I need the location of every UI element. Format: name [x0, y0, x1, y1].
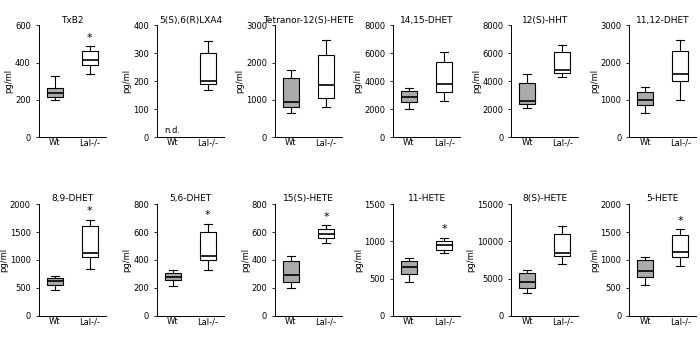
Text: n.d.: n.d.	[164, 126, 181, 135]
Title: 8,9-DHET: 8,9-DHET	[51, 194, 93, 203]
Y-axis label: pg/ml: pg/ml	[467, 248, 475, 272]
PathPatch shape	[47, 88, 63, 97]
PathPatch shape	[519, 83, 535, 103]
Y-axis label: pg/ml: pg/ml	[122, 248, 132, 272]
Title: Tetranor-12(S)-HETE: Tetranor-12(S)-HETE	[263, 16, 354, 25]
Text: *: *	[323, 212, 329, 222]
PathPatch shape	[200, 232, 216, 260]
PathPatch shape	[672, 235, 688, 257]
Title: 12(S)-HHT: 12(S)-HHT	[522, 16, 568, 25]
Title: 8(S)-HETE: 8(S)-HETE	[522, 194, 567, 203]
Text: *: *	[87, 33, 92, 42]
Y-axis label: pg/ml: pg/ml	[590, 248, 599, 272]
PathPatch shape	[554, 234, 570, 256]
Y-axis label: pg/ml: pg/ml	[122, 69, 132, 93]
Y-axis label: pg/ml: pg/ml	[5, 69, 13, 93]
PathPatch shape	[672, 52, 688, 81]
Title: 15(S)-HETE: 15(S)-HETE	[283, 194, 334, 203]
Y-axis label: pg/ml: pg/ml	[354, 69, 363, 93]
Y-axis label: pg/ml: pg/ml	[0, 248, 8, 272]
Title: 5-HETE: 5-HETE	[647, 194, 679, 203]
PathPatch shape	[637, 93, 653, 106]
PathPatch shape	[318, 55, 334, 98]
Text: *: *	[678, 216, 683, 226]
PathPatch shape	[47, 278, 63, 285]
Text: *: *	[205, 210, 211, 220]
Title: 14,15-DHET: 14,15-DHET	[400, 16, 454, 25]
Text: *: *	[441, 224, 447, 234]
PathPatch shape	[283, 261, 299, 282]
PathPatch shape	[318, 229, 334, 238]
Title: 5(S),6(R)LXA4: 5(S),6(R)LXA4	[159, 16, 222, 25]
Title: TxB2: TxB2	[61, 16, 83, 25]
PathPatch shape	[200, 53, 216, 84]
Y-axis label: pg/ml: pg/ml	[590, 69, 599, 93]
Title: 5,6-DHET: 5,6-DHET	[169, 194, 211, 203]
PathPatch shape	[401, 91, 417, 102]
PathPatch shape	[401, 261, 417, 274]
PathPatch shape	[436, 241, 452, 249]
PathPatch shape	[519, 273, 535, 287]
PathPatch shape	[554, 52, 570, 73]
PathPatch shape	[164, 273, 181, 280]
PathPatch shape	[283, 78, 299, 107]
Title: 11,12-DHET: 11,12-DHET	[636, 16, 690, 25]
Text: *: *	[87, 207, 92, 216]
Title: 11-HETE: 11-HETE	[407, 194, 446, 203]
Y-axis label: pg/ml: pg/ml	[472, 69, 481, 93]
PathPatch shape	[637, 260, 653, 277]
PathPatch shape	[82, 52, 98, 65]
PathPatch shape	[82, 227, 98, 257]
PathPatch shape	[436, 62, 452, 93]
Y-axis label: pg/ml: pg/ml	[241, 248, 250, 272]
Y-axis label: pg/ml: pg/ml	[354, 248, 363, 272]
Y-axis label: pg/ml: pg/ml	[236, 69, 244, 93]
